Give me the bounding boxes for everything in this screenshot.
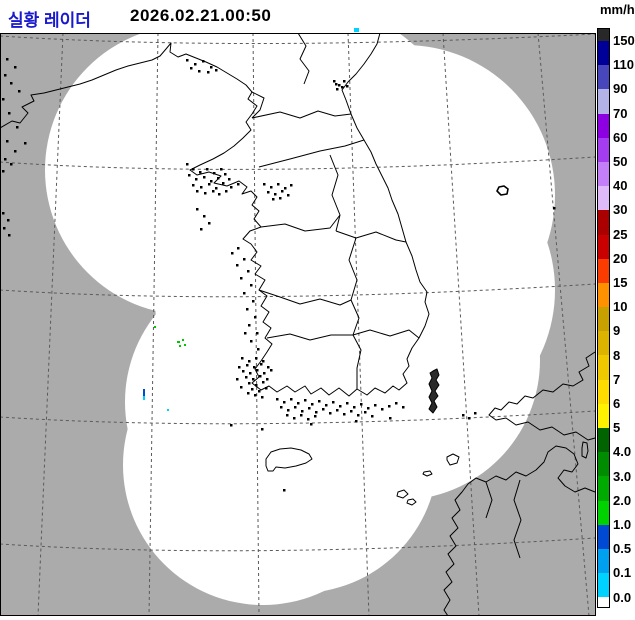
colorbar-segment xyxy=(598,476,609,501)
colorbar-segment xyxy=(598,597,609,607)
tsushima-island xyxy=(428,368,440,414)
colorbar-unit-label: mm/h xyxy=(600,2,635,17)
jeju-island xyxy=(265,447,313,472)
island-speckles xyxy=(2,58,556,492)
colorbar-segment xyxy=(598,65,609,90)
colorbar-tick-label: 60 xyxy=(613,129,628,145)
colorbar-segment xyxy=(598,137,609,162)
ulleungdo-island xyxy=(496,185,509,196)
radar-map xyxy=(0,7,596,617)
colorbar-segment xyxy=(598,355,609,380)
colorbar-tick-label: 0.5 xyxy=(613,541,632,557)
colorbar-segment xyxy=(598,258,609,283)
colorbar-segment xyxy=(598,452,609,477)
kyushu-coast xyxy=(443,445,596,617)
map-border xyxy=(0,33,596,616)
colorbar-tick-label: 110 xyxy=(613,57,634,73)
colorbar-tick-label: 150 xyxy=(613,33,635,48)
header-bar: 실황 레이더 2026.02.21.00:50 mm/h xyxy=(0,0,635,33)
colorbar-tick-label: 4.0 xyxy=(613,444,632,460)
colorbar-tick-label: 10 xyxy=(613,299,628,315)
colorbar-tick-label: 15 xyxy=(613,275,628,290)
colorbar-tick-label: 3.0 xyxy=(613,468,632,484)
colorbar-tick-label: 40 xyxy=(613,178,628,194)
colorbar-tick-label: 50 xyxy=(613,154,628,169)
colorbar-segment xyxy=(598,234,609,259)
colorbar-tick-label: 2.0 xyxy=(613,492,632,508)
precipitation-colorbar xyxy=(597,28,610,608)
colorbar-segment xyxy=(598,331,609,356)
colorbar-segment xyxy=(598,524,609,549)
colorbar-segment xyxy=(598,41,609,66)
colorbar-segment xyxy=(598,161,609,187)
coastlines xyxy=(0,32,596,617)
colorbar-tick-label: 9 xyxy=(613,323,621,339)
colorbar-tick-label: 20 xyxy=(613,250,628,266)
colorbar-segment xyxy=(598,307,609,332)
colorbar-segment xyxy=(598,210,609,235)
colorbar-tick-label: 70 xyxy=(613,105,628,121)
colorbar-segment xyxy=(598,29,609,41)
colorbar-tick-label: 25 xyxy=(613,226,628,242)
colorbar-tick-label: 8 xyxy=(613,347,621,363)
honshu-coast xyxy=(488,351,596,441)
colorbar-tick-label: 90 xyxy=(613,81,628,97)
colorbar-segment xyxy=(598,282,609,308)
colorbar-tick-label: 1.0 xyxy=(613,517,632,532)
colorbar-tick-label: 7 xyxy=(613,371,621,387)
page-title: 실황 레이더 xyxy=(8,11,91,30)
colorbar-segment xyxy=(598,186,609,211)
colorbar-tick-label: 5 xyxy=(613,420,621,436)
colorbar-segment xyxy=(598,548,609,574)
radar-coverage-blob xyxy=(45,7,555,605)
observation-timestamp: 2026.02.21.00:50 xyxy=(130,6,272,25)
colorbar-segment xyxy=(598,89,609,114)
graticule-lines xyxy=(0,32,596,617)
colorbar-segment xyxy=(598,500,609,525)
colorbar-tick-label: 0.1 xyxy=(613,565,632,581)
colorbar-segment xyxy=(598,113,609,138)
colorbar-segment xyxy=(598,403,609,428)
colorbar-segment xyxy=(598,573,609,598)
radar-map-area xyxy=(0,7,596,617)
colorbar-tick-label: 6 xyxy=(613,396,621,411)
colorbar-segment xyxy=(598,379,609,404)
colorbar-tick-label: 0.0 xyxy=(613,589,632,605)
colorbar-segment xyxy=(598,428,609,453)
colorbar-tick-label: 30 xyxy=(613,202,628,218)
